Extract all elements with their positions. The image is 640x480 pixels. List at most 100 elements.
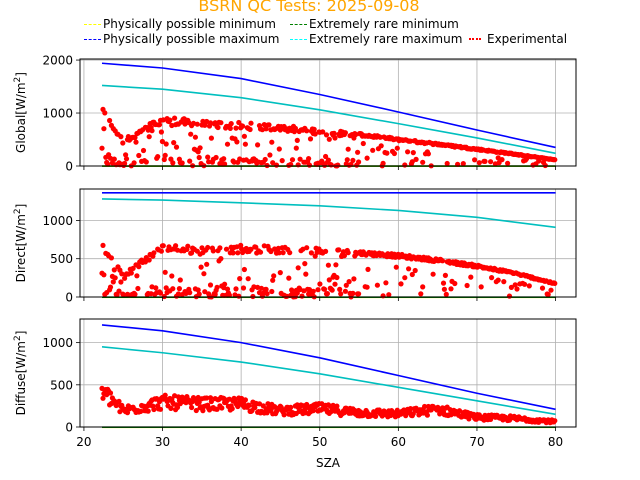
data-point: [221, 156, 227, 162]
data-point: [172, 115, 178, 121]
data-point: [266, 122, 272, 128]
axes-frame: [79, 188, 577, 298]
data-point: [501, 279, 507, 285]
x-axis-label: SZA: [316, 456, 341, 470]
data-point: [120, 140, 126, 146]
data-point: [422, 403, 428, 410]
x-tick-label: 50: [312, 435, 327, 449]
data-point: [197, 145, 203, 151]
data-point: [196, 154, 202, 161]
data-point: [116, 288, 122, 294]
data-point: [360, 140, 366, 147]
data-point: [146, 134, 152, 140]
data-point: [194, 121, 200, 127]
legend-label: Extremely rare minimum: [309, 17, 459, 31]
axes-frame: [79, 58, 577, 167]
data-point: [412, 267, 418, 274]
data-point: [271, 273, 277, 279]
data-point: [256, 401, 263, 407]
data-point: [336, 247, 342, 253]
data-point: [195, 287, 201, 293]
series-line-physically-possible-maximum: [101, 62, 556, 149]
data-point: [552, 280, 558, 286]
data-point: [514, 286, 520, 292]
data-point: [240, 285, 247, 291]
data-point: [442, 272, 448, 278]
data-point: [295, 265, 301, 271]
data-point: [326, 277, 332, 283]
data-point: [236, 293, 242, 299]
legend-item-rare-max: Extremely rare maximum: [290, 32, 462, 46]
legend-item-phys-min: Physically possible minimum: [84, 17, 276, 31]
data-point: [281, 412, 287, 418]
data-point: [430, 271, 436, 277]
data-point: [464, 282, 470, 289]
data-point: [441, 286, 447, 292]
data-point: [162, 269, 168, 275]
data-point: [488, 159, 494, 165]
y-tick-label: 2000: [42, 54, 73, 68]
data-point: [311, 126, 317, 132]
data-point: [213, 154, 219, 161]
data-point: [425, 151, 431, 157]
data-point: [410, 150, 416, 156]
data-point: [200, 408, 206, 414]
data-point: [160, 243, 166, 249]
data-point: [99, 145, 105, 151]
data-point: [136, 264, 142, 270]
data-point: [241, 266, 247, 273]
data-point: [303, 271, 309, 277]
data-point: [206, 159, 212, 165]
data-point: [468, 274, 474, 280]
data-point: [198, 264, 204, 270]
data-point: [384, 150, 390, 156]
data-point: [173, 144, 180, 150]
legend-item-rare-min: Extremely rare minimum: [290, 17, 459, 31]
legend-label: Physically possible minimum: [103, 17, 276, 31]
data-point: [279, 158, 285, 164]
data-point: [345, 250, 351, 256]
data-point: [325, 157, 331, 163]
data-point: [380, 293, 386, 299]
data-point: [409, 159, 415, 165]
chart-title: BSRN QC Tests: 2025-09-08: [198, 0, 420, 15]
data-point: [270, 277, 276, 283]
data-point: [460, 161, 466, 167]
data-point: [364, 284, 370, 290]
panel-direct: 0 500 1000 Direct[W/m2]: [13, 188, 577, 305]
y-tick-label: 500: [50, 252, 73, 266]
data-point: [506, 293, 513, 299]
data-point: [242, 141, 248, 147]
data-point: [145, 408, 151, 414]
data-point: [107, 117, 113, 124]
data-point: [398, 281, 404, 287]
data-point: [489, 275, 495, 281]
data-point: [505, 160, 511, 166]
data-point: [111, 267, 117, 273]
data-point: [235, 250, 241, 256]
x-tick-label: 70: [469, 435, 484, 449]
data-point: [151, 406, 157, 413]
data-point: [440, 280, 447, 286]
data-point: [201, 271, 207, 277]
data-point: [332, 281, 338, 287]
data-point: [218, 256, 224, 262]
data-point: [130, 265, 136, 271]
data-point: [173, 243, 179, 249]
data-point: [276, 146, 282, 152]
data-point: [242, 397, 248, 403]
data-point: [161, 156, 167, 163]
data-point: [380, 160, 386, 166]
y-tick-label: 0: [65, 291, 73, 305]
data-point: [306, 156, 312, 162]
data-point: [297, 156, 303, 162]
data-point: [193, 407, 199, 414]
data-point: [407, 138, 414, 144]
data-point: [269, 139, 275, 145]
data-point: [158, 129, 164, 135]
data-point: [241, 133, 247, 139]
data-point: [101, 126, 107, 132]
data-point: [323, 248, 329, 254]
data-point: [472, 157, 478, 163]
